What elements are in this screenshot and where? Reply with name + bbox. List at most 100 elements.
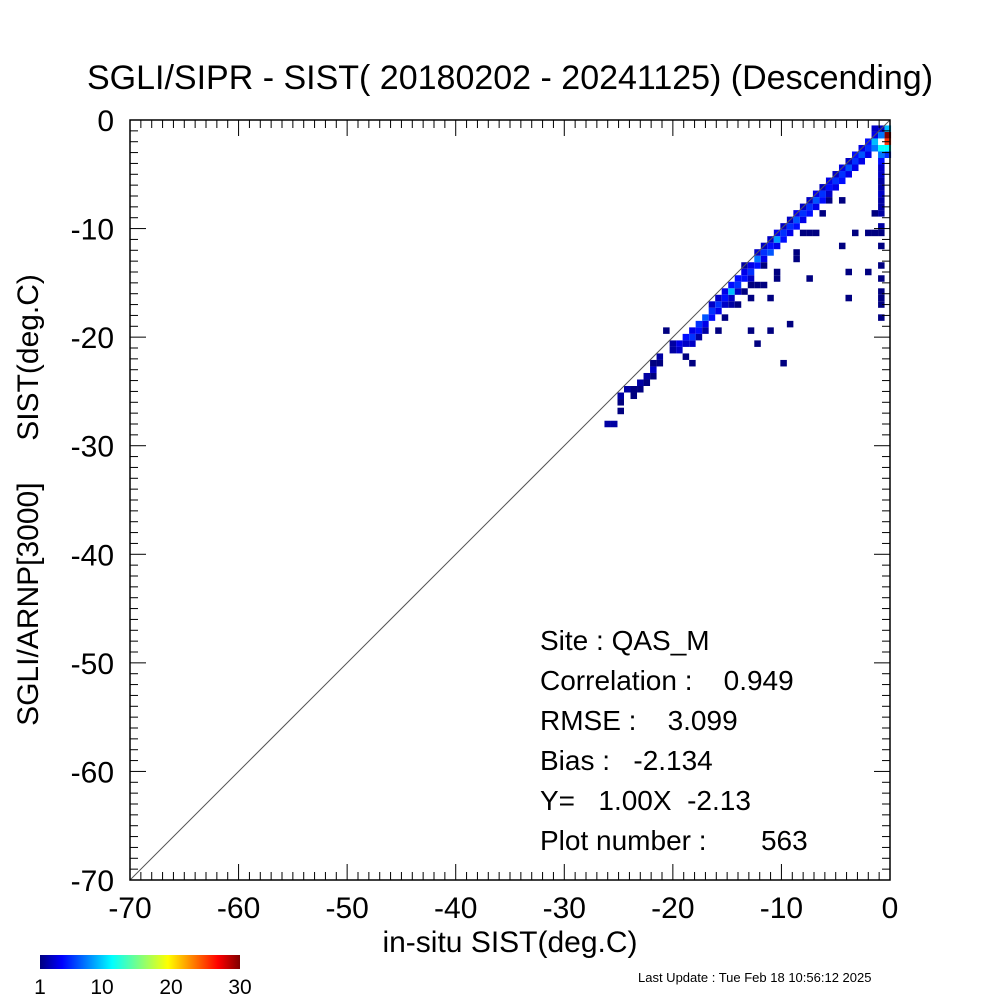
heatmap-cell	[799, 216, 807, 224]
heatmap-cell	[715, 294, 722, 302]
heatmap-cell	[806, 203, 813, 211]
colorbar	[40, 955, 240, 969]
colorbar-tick-label: 20	[159, 976, 182, 999]
heatmap-cell	[878, 301, 885, 308]
stat-correlation: Correlation : 0.949	[540, 665, 794, 696]
heatmap-cell	[617, 392, 624, 400]
stat-rmse: RMSE : 3.099	[540, 705, 738, 736]
heatmap-cell	[871, 138, 879, 145]
heatmap-cell	[858, 151, 866, 158]
heatmap-cell	[865, 268, 872, 276]
heatmap-cell	[702, 320, 709, 328]
heatmap-cell	[838, 177, 846, 185]
one-to-one-line	[129, 119, 891, 881]
heatmap-cell	[637, 379, 644, 386]
heatmap-cell	[637, 386, 644, 393]
heatmap-cell	[878, 210, 885, 217]
heatmap-cell	[617, 399, 624, 406]
heatmap-cell	[799, 210, 807, 217]
heatmap-cell	[812, 203, 820, 211]
x-tick-label: -40	[434, 892, 477, 925]
heatmap-cell	[689, 340, 696, 347]
heatmap-cell	[819, 197, 826, 204]
heatmap-cell	[760, 249, 768, 256]
y-tick-label: -30	[71, 431, 114, 464]
heatmap-cell	[884, 131, 892, 139]
heatmap-cell	[715, 327, 722, 334]
heatmap-cell	[878, 203, 885, 211]
heatmap-cell	[845, 268, 852, 276]
heatmap-cell	[695, 327, 703, 334]
heatmap-cell	[793, 249, 800, 256]
heatmap-cell	[643, 379, 651, 386]
x-tick-label: 0	[882, 892, 899, 925]
heatmap-cell	[610, 420, 618, 428]
heatmap-cell	[878, 190, 885, 198]
heatmap-cell	[708, 301, 716, 308]
heatmap-cell	[884, 144, 892, 152]
heatmap-cell	[650, 359, 657, 367]
heatmap-cell	[650, 372, 657, 380]
heatmap-cell	[819, 210, 826, 217]
heatmap-cell	[793, 216, 800, 224]
heatmap-cell	[721, 294, 729, 302]
heatmap-cell	[734, 301, 742, 308]
heatmap-cell	[728, 281, 735, 289]
heatmap-cell	[747, 268, 755, 276]
heatmap-cell	[721, 301, 729, 308]
heatmap-cell	[871, 144, 879, 152]
heatmap-cell	[878, 314, 885, 321]
heatmap-cell	[728, 288, 735, 295]
heatmap-cell	[780, 359, 787, 367]
chart-title: SGLI/SIPR - SIST( 20180202 - 20241125) (…	[87, 59, 933, 97]
heatmap-cell	[773, 236, 781, 243]
heatmap-cell	[852, 229, 859, 237]
heatmap-cell	[806, 210, 813, 217]
heatmap-cell	[878, 171, 885, 178]
x-axis-label: in-situ SIST(deg.C)	[382, 926, 637, 959]
heatmap-cell	[878, 294, 885, 302]
heatmap-cell	[656, 353, 664, 360]
heatmap-cell	[760, 281, 768, 289]
heatmap-cell	[663, 327, 670, 334]
y-tick-label: -70	[71, 865, 114, 898]
heatmap-cell	[734, 275, 742, 282]
heatmap-cell	[767, 242, 774, 250]
heatmap-cell	[832, 177, 839, 185]
heatmap-cell	[702, 314, 709, 321]
heatmap-cell	[871, 125, 879, 132]
heatmap-cell	[878, 197, 885, 204]
heatmap-cell	[617, 407, 624, 415]
heatmap-cell	[741, 288, 748, 295]
heatmap-cell	[878, 158, 885, 165]
y-tick-label: -20	[71, 322, 114, 355]
heatmap-cell	[669, 340, 677, 347]
heatmap-cell	[878, 151, 885, 158]
heatmap-cell	[767, 327, 774, 334]
colorbar-tick-label: 1	[34, 976, 46, 999]
heatmap-cell	[878, 288, 885, 295]
last-update: Last Update : Tue Feb 18 10:56:12 2025	[638, 970, 871, 985]
heatmap-cell	[858, 158, 866, 165]
heatmap-cell	[721, 288, 729, 295]
heatmap-cell	[682, 333, 690, 341]
heatmap-cell	[604, 420, 611, 428]
heatmap-cell	[747, 275, 755, 282]
heatmap-cell	[715, 301, 722, 308]
heatmap-cell	[643, 372, 651, 380]
heatmap-cell	[754, 255, 761, 263]
heatmap-cell	[878, 275, 885, 282]
heatmap-cell	[767, 294, 774, 302]
heatmap-cell	[793, 255, 800, 263]
x-tick-label: -50	[325, 892, 368, 925]
heatmap-cell	[702, 327, 709, 334]
heatmap-cell	[780, 236, 787, 243]
heatmap-cell	[773, 268, 781, 276]
heatmap-cell	[865, 229, 872, 237]
heatmap-cell	[871, 210, 879, 217]
x-tick-label: -10	[760, 892, 803, 925]
heatmap-cell	[747, 262, 755, 269]
heatmap-cell	[741, 275, 748, 282]
heatmap-cell	[878, 177, 885, 185]
heatmap-cell	[656, 359, 664, 367]
